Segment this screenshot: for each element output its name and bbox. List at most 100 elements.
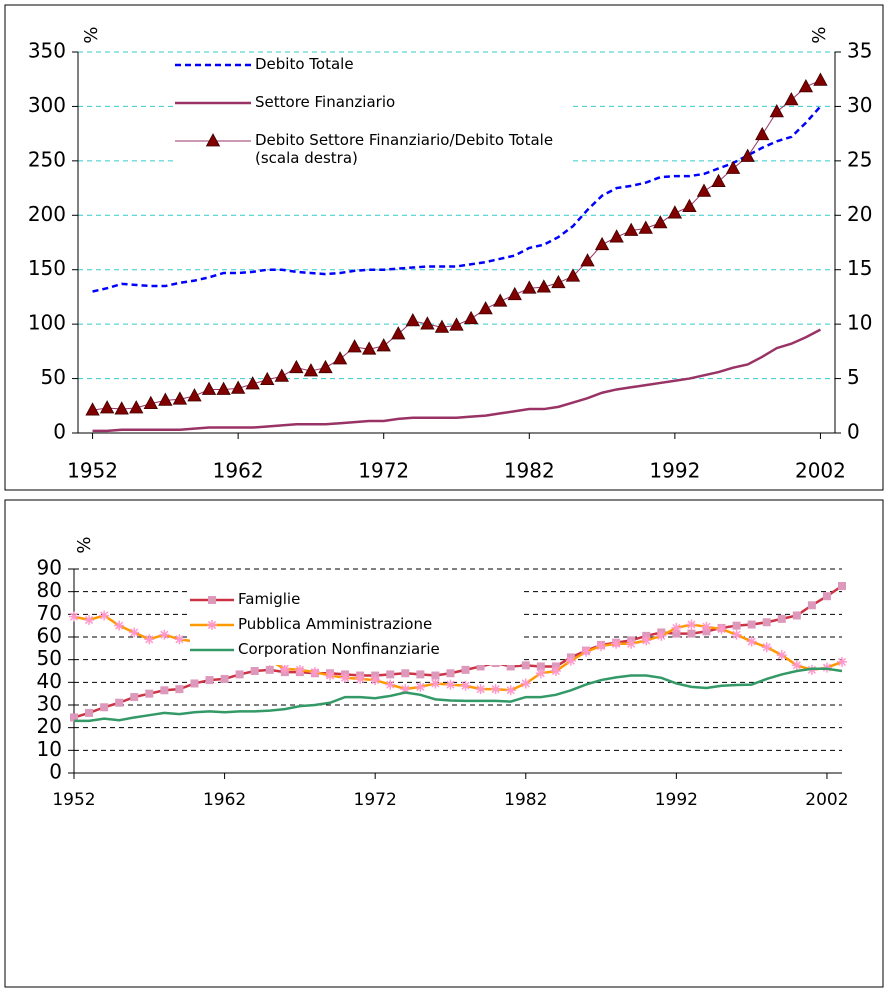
- marker: [294, 664, 305, 675]
- x-tick-label: 1982: [504, 790, 547, 810]
- marker: [144, 634, 155, 645]
- marker: [385, 679, 396, 690]
- panel-frame: [4, 499, 884, 988]
- marker: [174, 634, 185, 645]
- marker: [740, 148, 755, 162]
- marker: [463, 310, 479, 325]
- marker: [69, 611, 79, 622]
- x-tick-label: 1952: [67, 459, 118, 483]
- marker: [641, 635, 652, 646]
- marker: [731, 629, 742, 640]
- y-tick-label: 20: [37, 714, 62, 738]
- legend-swatch: [190, 648, 234, 652]
- marker: [609, 229, 624, 243]
- marker: [235, 670, 244, 679]
- legend-swatch: [175, 133, 251, 147]
- marker: [837, 656, 847, 667]
- marker: [84, 615, 95, 625]
- marker: [776, 650, 787, 661]
- marker: [686, 619, 697, 630]
- marker: [507, 286, 522, 301]
- marker: [838, 582, 846, 590]
- marker: [813, 72, 828, 86]
- x-tick-label: 1982: [504, 459, 555, 483]
- marker: [687, 629, 696, 638]
- marker: [115, 698, 124, 707]
- y-tick-label: 80: [37, 578, 62, 602]
- legend-entry: Debito Totale: [175, 55, 570, 73]
- marker: [207, 620, 217, 630]
- y-tick-label: 350: [28, 39, 66, 63]
- marker: [70, 713, 78, 722]
- x-tick-label: 1972: [354, 790, 397, 810]
- y2-tick-label: 25: [847, 147, 872, 171]
- legend-entry: Debito Settore Finanziario/Debito Totale…: [175, 131, 570, 167]
- marker: [172, 391, 188, 405]
- marker: [416, 670, 425, 679]
- y-tick-label: 0: [53, 420, 66, 444]
- marker: [201, 381, 217, 395]
- marker: [158, 392, 173, 406]
- series-line: [73, 584, 843, 719]
- marker: [332, 351, 348, 365]
- x-tick-label: 1992: [649, 459, 700, 483]
- marker: [551, 274, 566, 289]
- legend: Famiglie Pubblica Amministrazione Corporat…: [190, 590, 520, 665]
- marker: [746, 636, 757, 647]
- marker: [355, 673, 366, 684]
- series-line: [92, 105, 822, 293]
- series-line: [92, 328, 822, 433]
- marker: [279, 663, 290, 674]
- marker: [289, 359, 304, 374]
- marker: [85, 402, 100, 416]
- marker: [220, 674, 229, 683]
- marker: [596, 641, 607, 652]
- y2-tick-label: 30: [847, 93, 872, 117]
- legend-entry: Pubblica Amministrazione: [190, 615, 520, 633]
- marker: [160, 686, 169, 695]
- marker: [100, 703, 109, 712]
- marker: [535, 668, 546, 679]
- marker: [656, 630, 667, 641]
- marker: [505, 685, 516, 696]
- marker: [520, 678, 531, 689]
- y-tick-label: 60: [37, 624, 62, 648]
- axis-unit: %: [81, 26, 102, 43]
- marker: [732, 621, 741, 630]
- marker: [361, 341, 377, 355]
- marker: [493, 293, 508, 307]
- marker: [401, 669, 410, 678]
- y2-tick-label: 10: [847, 311, 872, 335]
- marker: [260, 371, 275, 386]
- marker: [565, 268, 581, 282]
- marker: [405, 313, 420, 327]
- marker: [309, 667, 320, 678]
- marker: [581, 646, 591, 657]
- marker: [114, 401, 129, 415]
- y-tick-label: 150: [28, 256, 66, 280]
- axis-unit: %: [74, 536, 95, 553]
- y2-tick-label: 35: [847, 39, 872, 63]
- marker: [594, 236, 610, 251]
- marker: [822, 592, 831, 601]
- marker: [85, 708, 94, 717]
- marker: [626, 638, 637, 649]
- marker: [449, 317, 464, 331]
- marker: [145, 689, 154, 698]
- legend-swatch: [190, 596, 234, 604]
- marker: [205, 133, 221, 147]
- marker: [340, 672, 351, 683]
- marker: [725, 160, 741, 174]
- marker: [672, 629, 681, 638]
- legend-entry: Corporation Nonfinanziarie: [190, 640, 520, 658]
- legend-label: Pubblica Amministrazione: [238, 615, 433, 633]
- marker: [274, 368, 289, 382]
- marker: [445, 679, 456, 690]
- y2-tick-label: 5: [847, 365, 860, 389]
- marker: [159, 629, 170, 640]
- marker: [391, 326, 406, 340]
- marker: [325, 670, 335, 681]
- marker: [190, 679, 199, 688]
- marker: [460, 680, 471, 691]
